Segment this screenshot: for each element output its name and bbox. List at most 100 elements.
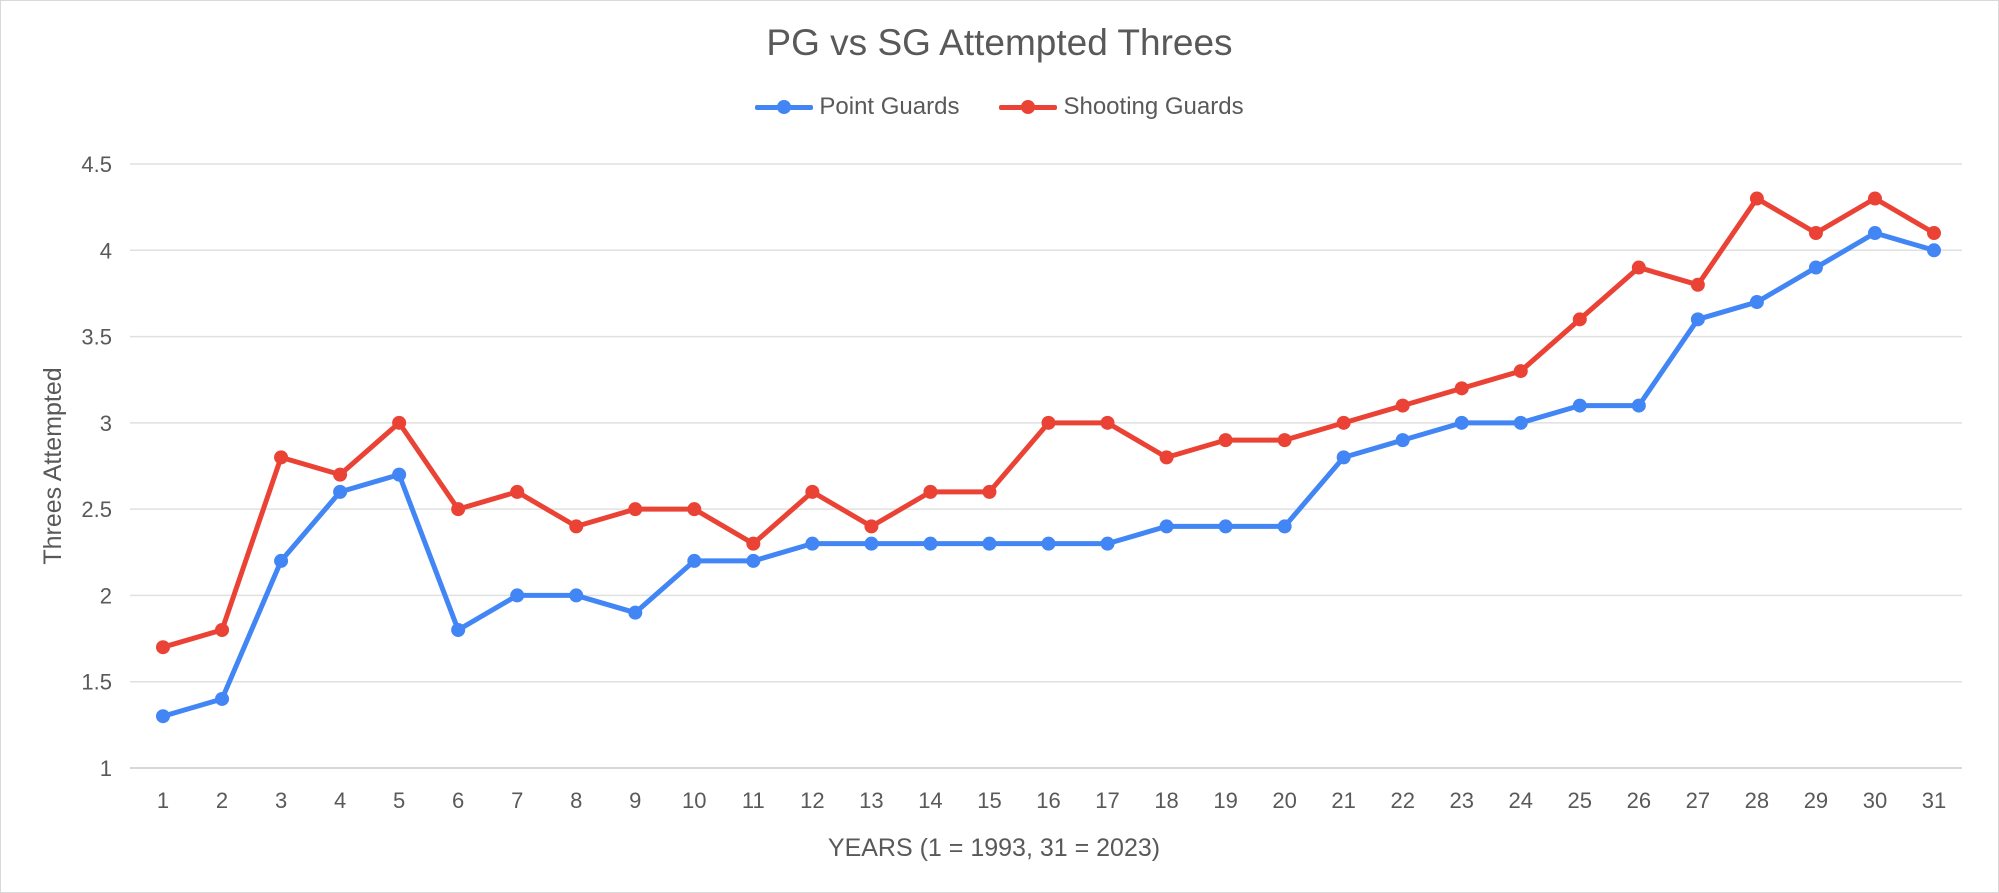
data-point-shooting-guards [1867, 191, 1882, 206]
x-tick-label: 31 [1922, 788, 1946, 813]
data-point-shooting-guards [1159, 450, 1174, 465]
x-tick-label: 12 [800, 788, 824, 813]
data-point-shooting-guards [1631, 260, 1646, 275]
legend-item-shooting-guards: Shooting Guards [999, 93, 1244, 121]
x-tick-label: 1 [157, 788, 169, 813]
y-tick-label: 1.5 [81, 670, 112, 695]
data-point-point-guards [392, 467, 407, 482]
data-point-shooting-guards [1277, 433, 1292, 448]
data-point-shooting-guards [982, 484, 997, 499]
data-point-shooting-guards [1927, 226, 1941, 241]
chart-title: PG vs SG Attempted Threes [766, 22, 1233, 63]
data-point-point-guards [510, 588, 525, 603]
x-tick-label: 3 [275, 788, 287, 813]
data-point-shooting-guards [156, 640, 170, 655]
data-point-point-guards [1631, 398, 1646, 413]
data-point-point-guards [1690, 312, 1705, 327]
x-tick-label: 26 [1627, 788, 1651, 813]
x-tick-label: 25 [1568, 788, 1592, 813]
legend-dot-shooting-guards [1021, 100, 1036, 114]
data-point-point-guards [1395, 433, 1410, 448]
y-tick-label: 4.5 [81, 152, 112, 177]
x-tick-label: 28 [1745, 788, 1769, 813]
data-point-point-guards [569, 588, 584, 603]
data-point-point-guards [1867, 226, 1882, 241]
legend-swatch-shooting-guards [999, 100, 1058, 114]
data-point-point-guards [864, 536, 879, 551]
y-tick-label: 2 [100, 583, 112, 608]
data-point-point-guards [1454, 415, 1469, 430]
data-point-point-guards [333, 484, 348, 499]
x-tick-label: 17 [1095, 788, 1119, 813]
data-point-point-guards [1277, 519, 1292, 534]
data-point-shooting-guards [746, 536, 761, 551]
data-point-shooting-guards [864, 519, 879, 534]
data-point-shooting-guards [923, 484, 938, 499]
data-point-shooting-guards [1454, 381, 1469, 396]
y-axis-title: Threes Attempted [39, 367, 67, 564]
x-tick-label: 4 [334, 788, 346, 813]
x-tick-label: 27 [1686, 788, 1710, 813]
data-point-shooting-guards [451, 502, 466, 517]
x-axis-ticks: 1 2 3 4 5 6 7 8 9 10 11 12 13 14 15 16 17 18 19 20 21 22 23 24 2… [157, 788, 1946, 813]
data-point-point-guards [982, 536, 997, 551]
x-tick-label: 30 [1863, 788, 1887, 813]
legend-dot-point-guards [777, 100, 792, 114]
chart-legend: Point Guards Shooting Guards [0, 93, 1999, 121]
data-point-shooting-guards [1572, 312, 1587, 327]
data-point-point-guards [1041, 536, 1056, 551]
data-point-shooting-guards [1218, 433, 1233, 448]
gridlines [130, 163, 1962, 769]
data-point-shooting-guards [215, 622, 230, 637]
data-point-point-guards [1572, 398, 1587, 413]
data-point-shooting-guards [392, 415, 407, 430]
data-point-point-guards [628, 605, 643, 620]
data-point-point-guards [274, 553, 289, 568]
legend-swatch-point-guards [755, 100, 814, 114]
x-tick-label: 6 [452, 788, 464, 813]
x-tick-label: 15 [977, 788, 1001, 813]
x-tick-label: 22 [1390, 788, 1414, 813]
data-point-shooting-guards [1690, 277, 1705, 292]
x-tick-label: 14 [918, 788, 942, 813]
x-axis-title: YEARS (1 = 1993, 31 = 2023) [828, 834, 1160, 862]
data-point-point-guards [156, 709, 170, 724]
legend-label-point-guards: Point Guards [819, 93, 960, 120]
y-tick-label: 1 [100, 756, 112, 781]
data-point-point-guards [805, 536, 820, 551]
data-point-shooting-guards [805, 484, 820, 499]
legend-label-shooting-guards: Shooting Guards [1063, 93, 1244, 120]
data-point-point-guards [1513, 415, 1528, 430]
data-point-shooting-guards [1513, 364, 1528, 379]
data-point-shooting-guards [1336, 415, 1351, 430]
y-tick-label: 3 [100, 411, 112, 436]
series-lines [160, 196, 1937, 719]
data-point-shooting-guards [687, 502, 702, 517]
x-tick-label: 24 [1509, 788, 1533, 813]
data-point-point-guards [1218, 519, 1233, 534]
data-point-point-guards [923, 536, 938, 551]
x-tick-label: 16 [1036, 788, 1060, 813]
x-tick-label: 7 [511, 788, 523, 813]
x-tick-label: 11 [742, 788, 765, 813]
data-point-point-guards [1100, 536, 1115, 551]
data-point-shooting-guards [1749, 191, 1764, 206]
x-tick-label: 13 [859, 788, 883, 813]
series-points [156, 191, 1941, 724]
y-tick-label: 3.5 [81, 325, 112, 350]
x-tick-label: 2 [216, 788, 228, 813]
data-point-shooting-guards [628, 502, 643, 517]
data-point-shooting-guards [510, 484, 525, 499]
data-point-point-guards [746, 553, 761, 568]
data-point-point-guards [1749, 295, 1764, 310]
series-line-point-guards [160, 230, 1937, 719]
data-point-point-guards [1808, 260, 1823, 275]
data-point-shooting-guards [333, 467, 348, 482]
data-point-point-guards [1159, 519, 1174, 534]
data-point-point-guards [1336, 450, 1351, 465]
data-point-shooting-guards [569, 519, 584, 534]
x-tick-label: 10 [682, 788, 706, 813]
data-point-point-guards [451, 622, 466, 637]
